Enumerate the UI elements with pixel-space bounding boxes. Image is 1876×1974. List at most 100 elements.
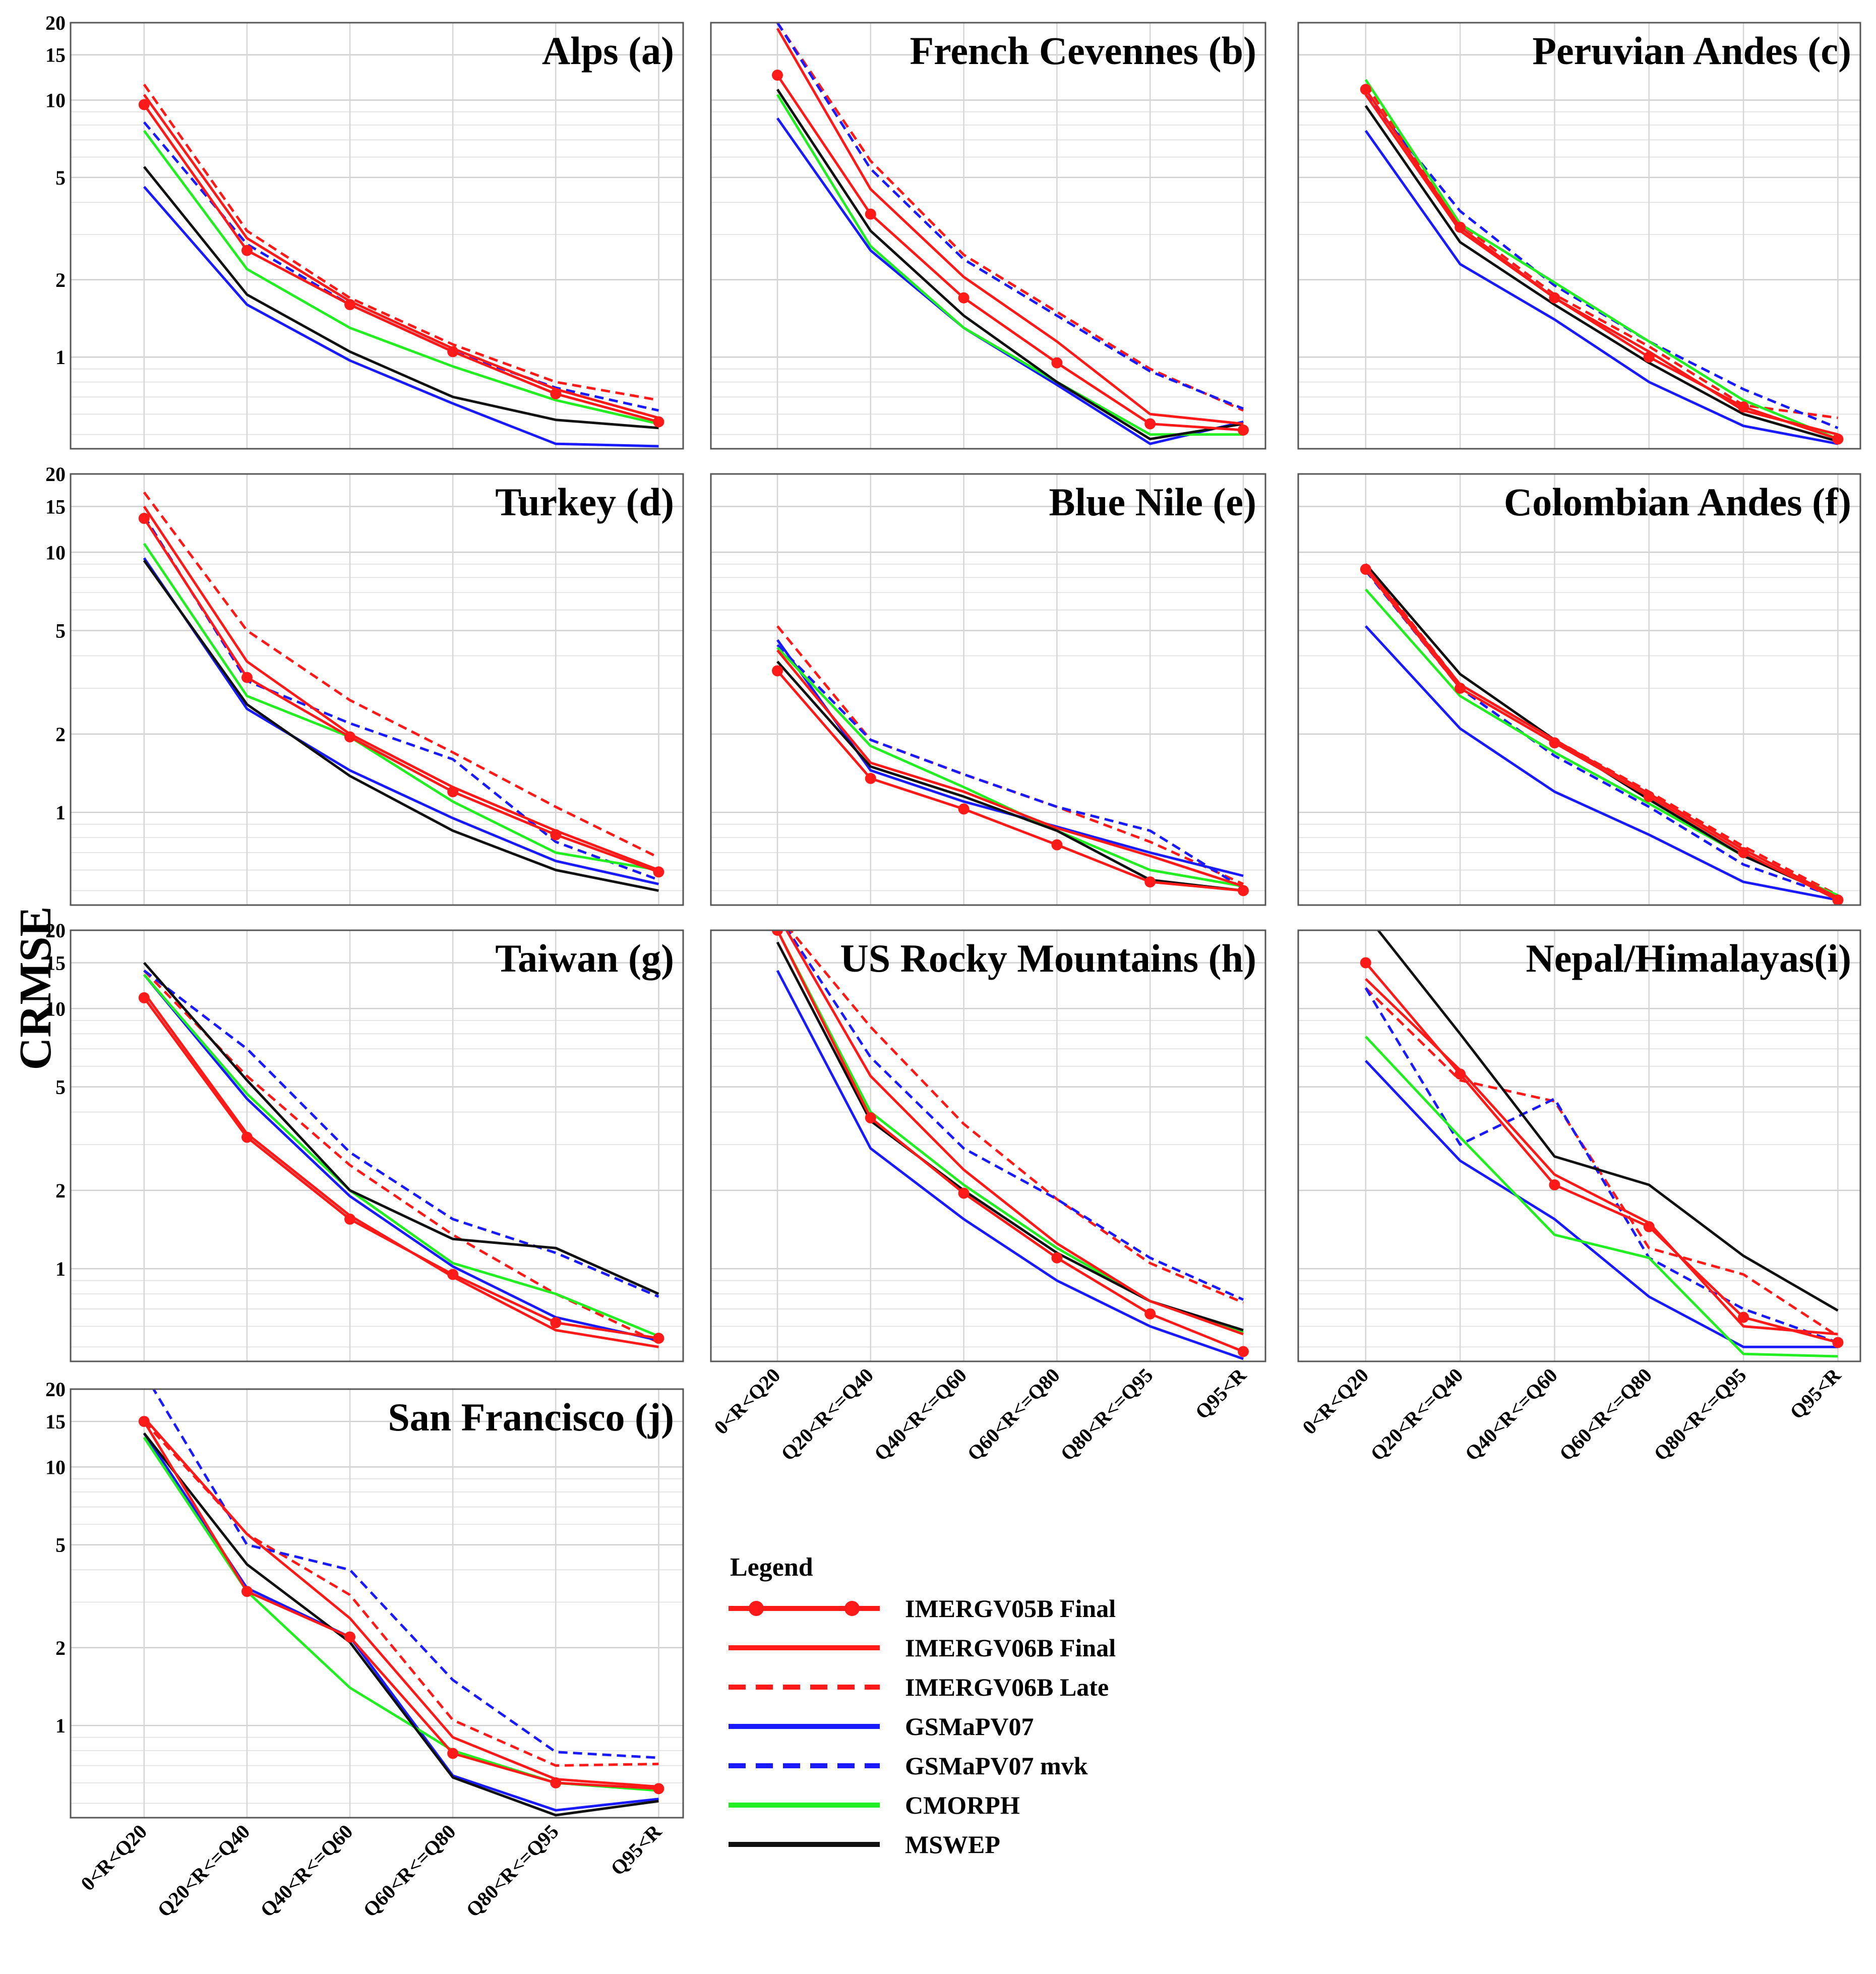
data-point-imergv05b-final-3 — [1643, 1221, 1655, 1232]
panel-title: US Rocky Mountains (h) — [840, 936, 1256, 980]
data-point-imergv05b-final-2 — [1549, 737, 1560, 749]
data-point-imergv05b-final-5 — [1238, 425, 1249, 436]
series-group — [138, 491, 664, 892]
data-point-imergv05b-final-0 — [138, 513, 150, 524]
series-line-imergv05b-final — [776, 74, 1244, 432]
data-point-imergv05b-final-4 — [550, 1317, 562, 1329]
data-point-imergv05b-final-4 — [1738, 847, 1749, 858]
data-point-imergv05b-final-1 — [241, 1131, 253, 1143]
axes-frame — [1297, 473, 1861, 906]
x-tick-label: Q40<R<=Q60 — [870, 1364, 971, 1465]
series-line-imergv06b-final — [785, 930, 1244, 1336]
series-line-gsmapv07 — [776, 970, 1244, 1360]
data-point-imergv05b-final-5 — [1832, 433, 1844, 445]
x-tick-label: 0<R<Q20 — [709, 1364, 784, 1439]
series-line-imergv06b-final — [1364, 566, 1839, 899]
data-point-imergv05b-final-4 — [1738, 401, 1749, 413]
legend-item-cmorph: CMORPH — [729, 1791, 1020, 1819]
y-tick-label: 2 — [55, 269, 66, 291]
series-line-cmorph — [1364, 1036, 1838, 1358]
series-line-mswep — [143, 1432, 659, 1817]
panel-french-cevennes-b: French Cevennes (b) — [710, 22, 1266, 450]
data-point-imergv05b-final-3 — [447, 1269, 459, 1280]
data-point-imergv05b-final-2 — [958, 1187, 970, 1199]
series-line-mswep — [143, 560, 659, 892]
series-line-gsmapv07 — [1364, 625, 1838, 902]
y-tick-label: 1 — [55, 1714, 66, 1737]
data-point-imergv05b-final-5 — [653, 416, 664, 428]
data-point-imergv05b-final-3 — [447, 1748, 459, 1759]
data-point-imergv05b-final-2 — [958, 292, 970, 304]
data-point-imergv05b-final-1 — [865, 772, 876, 784]
series-line-mswep — [1376, 930, 1839, 1312]
legend-title: Legend — [730, 1553, 813, 1582]
series-line-mswep — [776, 661, 1244, 892]
data-point-imergv05b-final-1 — [241, 245, 253, 256]
axes-frame — [1297, 929, 1861, 1362]
series-line-mswep — [1364, 105, 1839, 443]
axes-frame — [70, 1388, 684, 1819]
legend-marker — [749, 1601, 764, 1616]
y-tick-label: 5 — [55, 620, 66, 642]
series-line-imergv06b-late — [143, 491, 659, 859]
series-line-imergv06b-late — [789, 930, 1244, 1304]
grid — [1298, 473, 1860, 905]
series-line-imergv06b-final — [776, 28, 1244, 426]
series-line-imergv05b-final — [776, 930, 1244, 1353]
data-point-imergv05b-final-1 — [865, 208, 876, 220]
panel-peruvian-andes-c: Peruvian Andes (c) — [1297, 22, 1861, 450]
data-point-imergv05b-final-0 — [772, 665, 783, 677]
series-line-imergv06b-final — [143, 1417, 659, 1788]
panel-taiwan-g: 1 2 5 10 15 20 Taiwan (g) — [45, 919, 684, 1362]
series-line-imergv06b-final — [143, 506, 659, 871]
data-point-imergv05b-final-2 — [958, 803, 970, 815]
axes-frame — [70, 929, 684, 1362]
series-line-gsmapv07 — [143, 186, 659, 448]
series-group — [1360, 563, 1844, 905]
axes-frame — [710, 929, 1266, 1362]
plot-area — [711, 23, 1265, 449]
panel-title: Colombian Andes (f) — [1504, 480, 1851, 524]
series-line-imergv06b-final — [1364, 94, 1839, 436]
legend-item-imergv06b-late: IMERGV06B Late — [729, 1673, 1109, 1701]
series-line-gsmapv07-mvk — [776, 644, 1244, 890]
x-tick-label: Q40<R<=Q60 — [256, 1820, 357, 1922]
plot-area — [71, 23, 683, 449]
data-point-imergv05b-final-0 — [772, 70, 783, 81]
y-tick-label: 1 — [55, 801, 66, 824]
series-line-imergv05b-final — [776, 670, 1244, 892]
y-tick-label: 15 — [45, 44, 66, 67]
x-tick-label: Q95<R — [1191, 1363, 1251, 1423]
series-line-mswep — [143, 962, 659, 1295]
data-point-imergv05b-final-4 — [1738, 1311, 1749, 1323]
x-tick-label: Q80<R<=Q95 — [461, 1820, 563, 1922]
data-point-imergv05b-final-3 — [1051, 839, 1063, 851]
series-line-cmorph — [776, 94, 1243, 436]
plot-area — [711, 930, 1265, 1361]
series-line-gsmapv07-mvk — [143, 515, 659, 881]
legend-marker — [844, 1601, 860, 1616]
y-tick-label: 10 — [45, 997, 66, 1020]
legend-item-imergv06b-final: IMERGV06B Final — [729, 1634, 1116, 1662]
series-line-gsmapv07 — [143, 974, 659, 1342]
series-line-imergv05b-final — [143, 517, 659, 873]
y-tick-label: 2 — [55, 1637, 66, 1659]
data-point-imergv05b-final-3 — [447, 786, 459, 798]
data-point-imergv05b-final-1 — [865, 1112, 876, 1124]
series-group — [1360, 930, 1844, 1358]
data-point-imergv05b-final-5 — [1832, 894, 1844, 905]
y-tick-label: 2 — [55, 1179, 66, 1202]
x-tick-label: Q40<R<=Q60 — [1461, 1364, 1562, 1465]
series-line-imergv06b-late — [143, 1420, 659, 1767]
y-tick-label: 5 — [55, 1534, 66, 1557]
data-point-imergv05b-final-3 — [1643, 351, 1655, 363]
data-point-imergv05b-final-3 — [447, 346, 459, 357]
panel-turkey-d: 1 2 5 10 15 20 Turkey (d) — [45, 463, 684, 906]
axes-frame — [70, 473, 684, 906]
legend-item-gsmapv07-mvk: GSMaPV07 mvk — [729, 1752, 1088, 1780]
panel-title: Taiwan (g) — [495, 936, 674, 980]
series-line-imergv06b-final — [776, 649, 1244, 887]
y-tick-label: 1 — [55, 1258, 66, 1280]
data-point-imergv05b-final-4 — [1144, 1308, 1156, 1320]
